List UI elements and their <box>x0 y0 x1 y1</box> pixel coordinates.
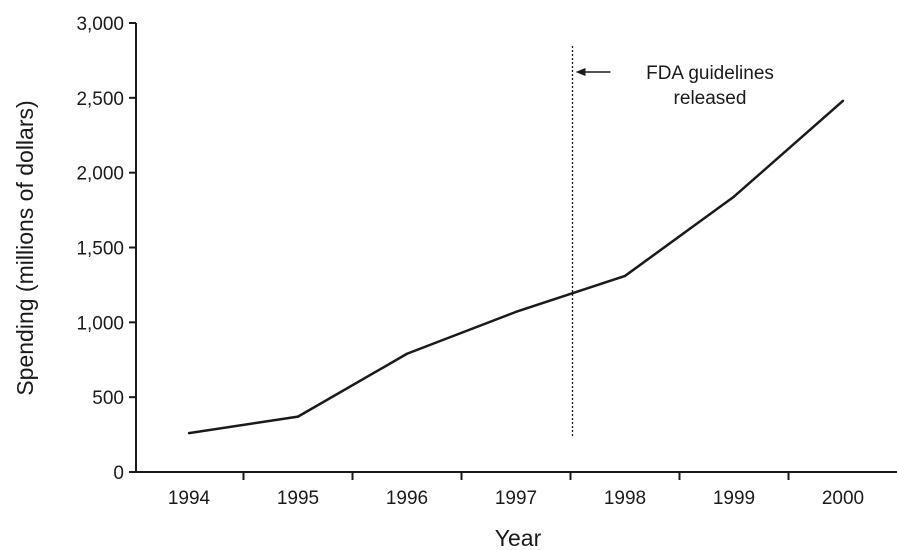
data-point <box>296 415 300 418</box>
x-axis: 1994 1995 1996 1997 1998 1999 2000 <box>136 471 897 509</box>
x-tick-label: 1998 <box>604 488 646 509</box>
x-tick-label: 2000 <box>822 488 864 509</box>
x-tick-label: 1999 <box>713 488 755 509</box>
y-axis: 0 500 1,000 1,500 2,000 2,500 3,000 <box>76 14 137 484</box>
x-tick-label: 1996 <box>386 488 428 509</box>
annotation-text-line1: FDA guidelines <box>646 63 774 84</box>
y-tick-label: 2,000 <box>76 164 124 185</box>
y-tick-label: 1,000 <box>76 313 124 334</box>
data-point <box>841 99 845 103</box>
y-axis-title: Spending (millions of dollars) <box>12 100 38 395</box>
annotation: FDA guidelines released <box>571 46 774 437</box>
y-tick-label: 0 <box>113 463 124 484</box>
x-tick-label: 1995 <box>277 488 319 509</box>
data-point <box>405 352 409 355</box>
y-tick-label: 2,500 <box>76 89 124 110</box>
x-tick-label: 1994 <box>168 488 211 509</box>
x-tick-label: 1997 <box>495 488 537 509</box>
data-point <box>514 310 518 314</box>
annotation-arrow-head <box>575 68 586 76</box>
series-layer <box>187 99 845 435</box>
x-axis-title: Year <box>495 525 542 550</box>
y-tick-label: 3,000 <box>76 14 124 35</box>
data-point <box>732 195 736 198</box>
data-point <box>623 274 627 278</box>
y-tick-label: 500 <box>92 388 124 409</box>
annotation-text-line2: released <box>674 88 747 109</box>
spending-line <box>188 99 844 435</box>
y-tick-label: 1,500 <box>76 239 124 260</box>
data-point <box>187 431 191 435</box>
